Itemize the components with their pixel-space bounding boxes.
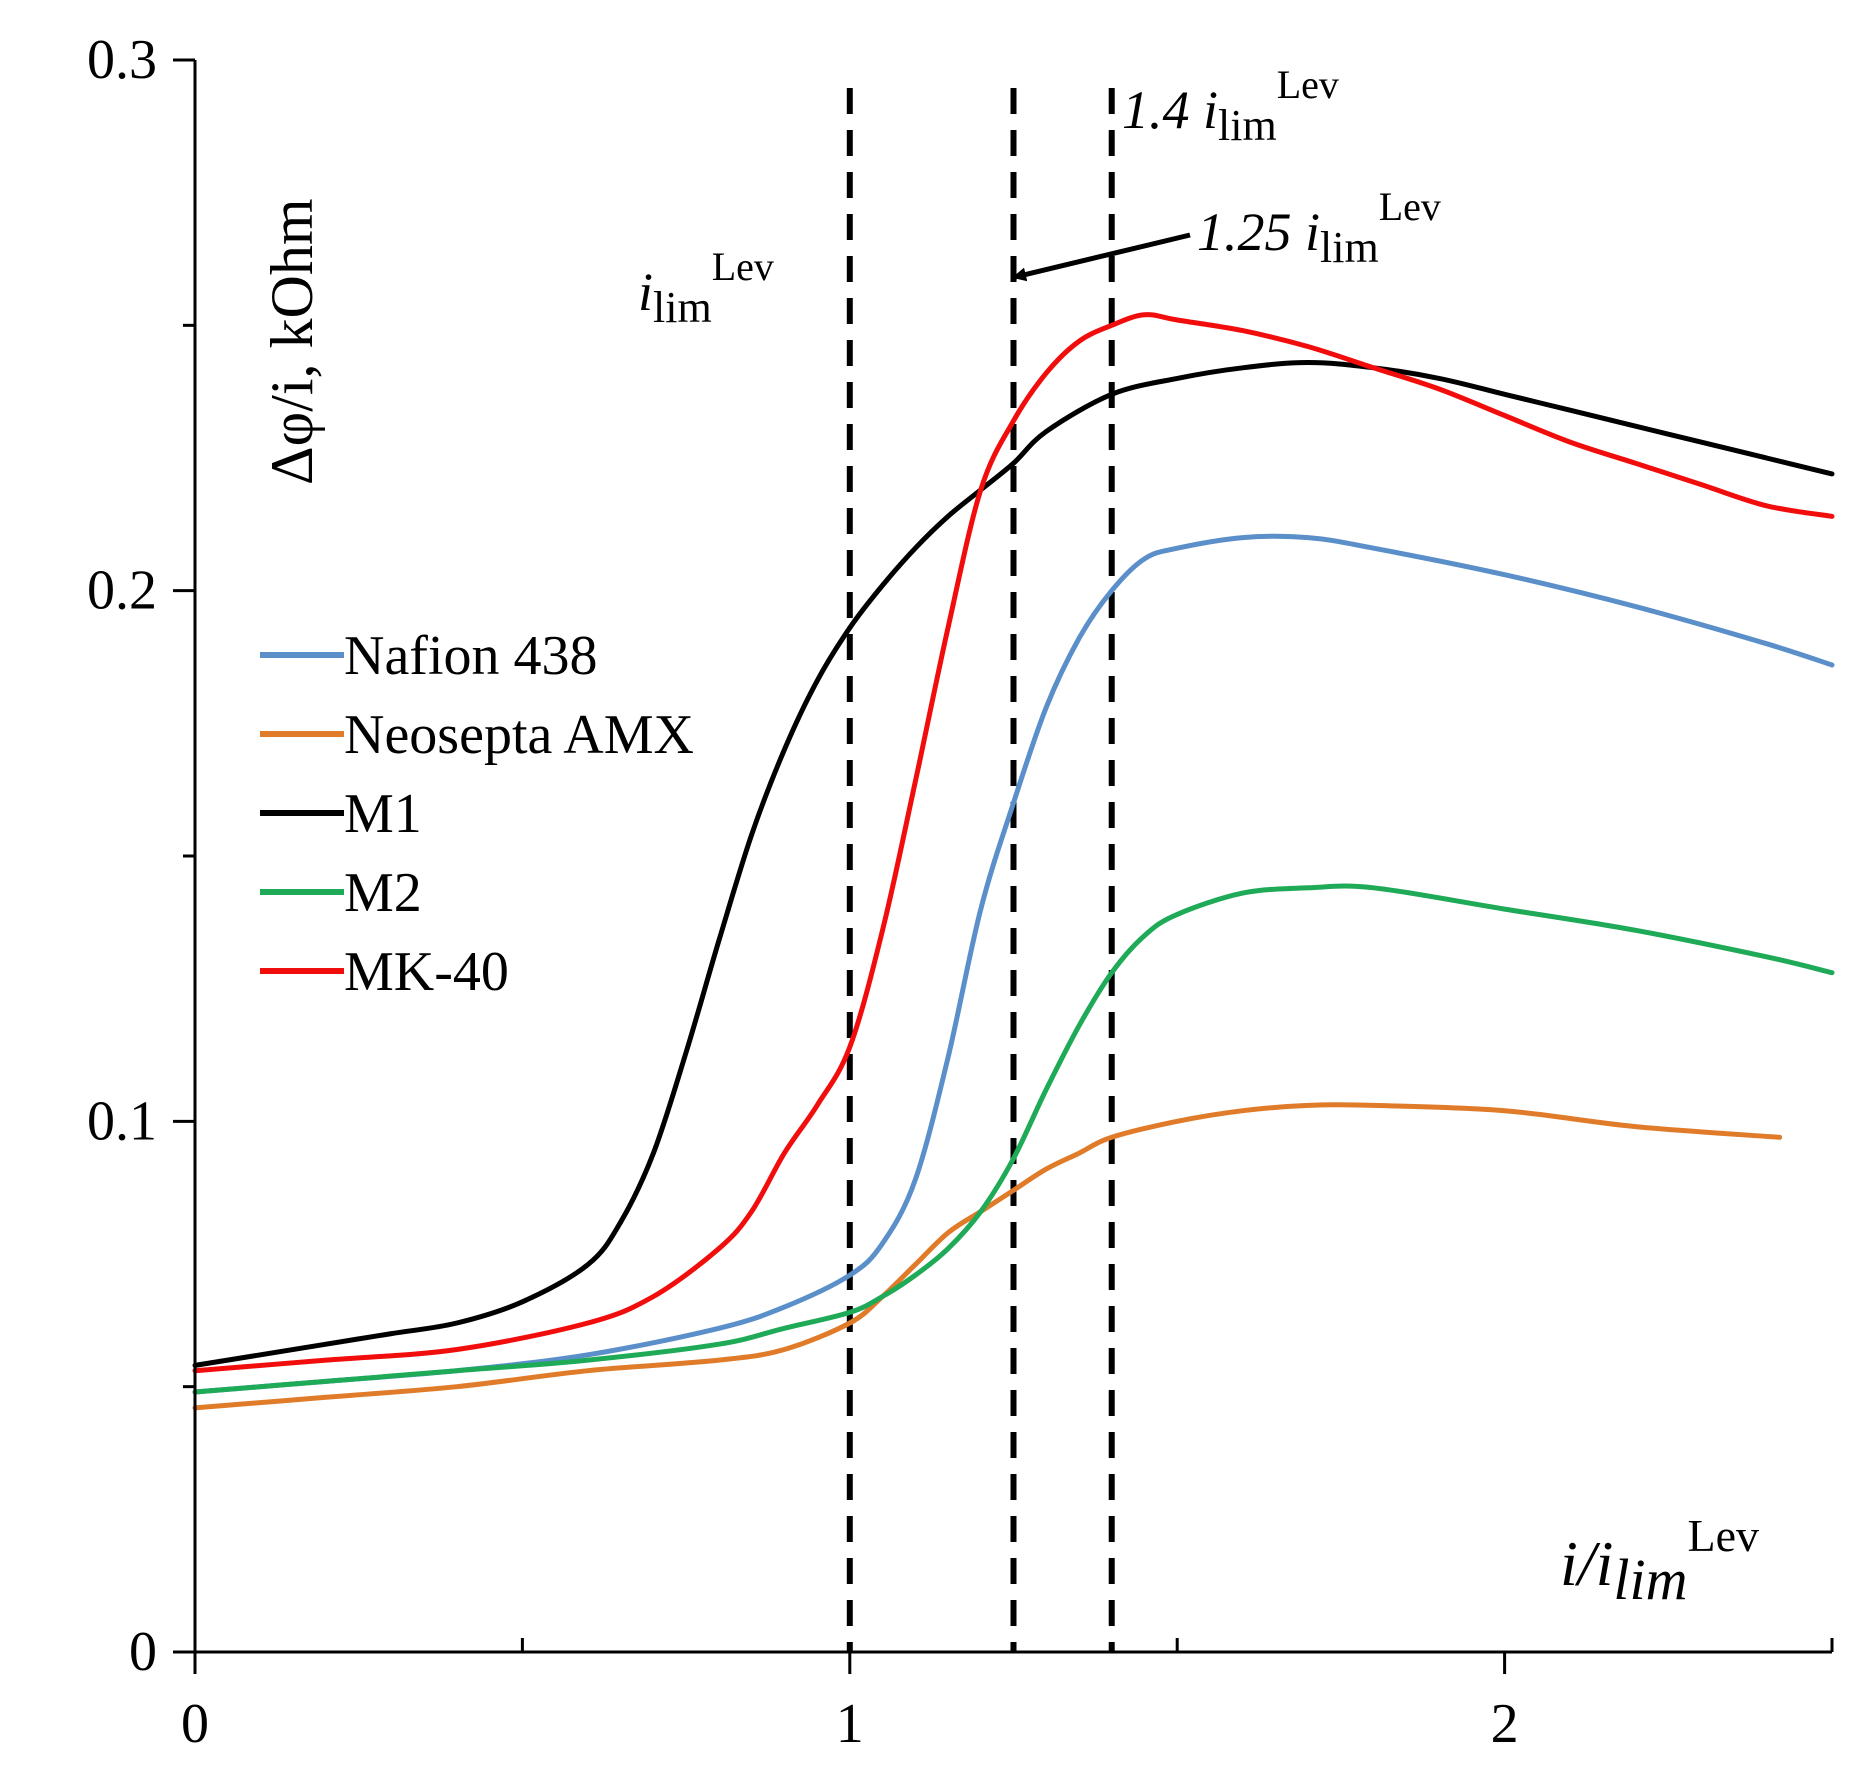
x-axis-label-main: i/i bbox=[1560, 1528, 1613, 1599]
vline-label-1-sub: lim bbox=[653, 283, 712, 332]
legend-label-m1: M1 bbox=[344, 783, 422, 845]
y-tick-label: 0.3 bbox=[87, 29, 157, 91]
legend-label-nafion-438: Nafion 438 bbox=[344, 625, 598, 687]
series-line-m1 bbox=[192, 360, 1835, 1368]
vline-label-2: 1.25 ilimLev bbox=[1197, 184, 1441, 272]
y-tick-label: 0 bbox=[129, 1621, 157, 1683]
vline-label-2-sub: lim bbox=[1320, 223, 1379, 272]
x-axis-label-sub: lim bbox=[1613, 1547, 1687, 1612]
legend: Nafion 438 Neosepta AMX M1 M2 MK-40 bbox=[260, 625, 694, 1003]
vline-label-3: 1.4 ilimLev bbox=[1122, 62, 1339, 150]
x-axis-label-sup: Lev bbox=[1687, 1510, 1759, 1561]
series-line-mk-40 bbox=[192, 312, 1835, 1374]
x-tick-label: 1 bbox=[836, 1693, 864, 1755]
legend-label-neosepta-amx: Neosepta AMX bbox=[344, 704, 694, 766]
x-tick-label: 0 bbox=[181, 1693, 209, 1755]
y-tick-label: 0.1 bbox=[87, 1090, 157, 1152]
x-tick-label: 2 bbox=[1491, 1693, 1519, 1755]
vline-label-3-sup: Lev bbox=[1277, 62, 1339, 107]
vline-label-1: ilimLev bbox=[638, 244, 774, 332]
vline-label-1-sup: Lev bbox=[712, 244, 774, 289]
series-line-m2 bbox=[192, 883, 1835, 1395]
vline-label-3-prefix: 1.4 bbox=[1122, 80, 1203, 140]
legend-label-m2: M2 bbox=[344, 862, 422, 924]
y-axis-label: Δφ/i, kOhm bbox=[259, 198, 325, 485]
vline-label-3-sub: lim bbox=[1218, 101, 1277, 150]
legend-label-mk-40: MK-40 bbox=[344, 941, 509, 1003]
vline-label-2-prefix: 1.25 bbox=[1197, 202, 1305, 262]
series-line-nafion-438 bbox=[192, 533, 1835, 1395]
annotation-arrow bbox=[1012, 232, 1191, 282]
vline-label-1-main: i bbox=[638, 262, 653, 322]
vline-label-2-main: i bbox=[1305, 202, 1320, 262]
vline-label-3-main: i bbox=[1203, 80, 1218, 140]
series-layer bbox=[192, 312, 1835, 1411]
series-line-neosepta-amx bbox=[192, 1102, 1783, 1411]
vline-label-2-sup: Lev bbox=[1379, 184, 1441, 229]
x-axis-label: i/ilimLev bbox=[1560, 1510, 1759, 1612]
y-tick-label: 0.2 bbox=[87, 560, 157, 622]
reference-lines bbox=[846, 88, 1115, 1652]
ticks: 0 0.1 0.2 0.3 0 1 2 bbox=[87, 29, 1834, 1755]
